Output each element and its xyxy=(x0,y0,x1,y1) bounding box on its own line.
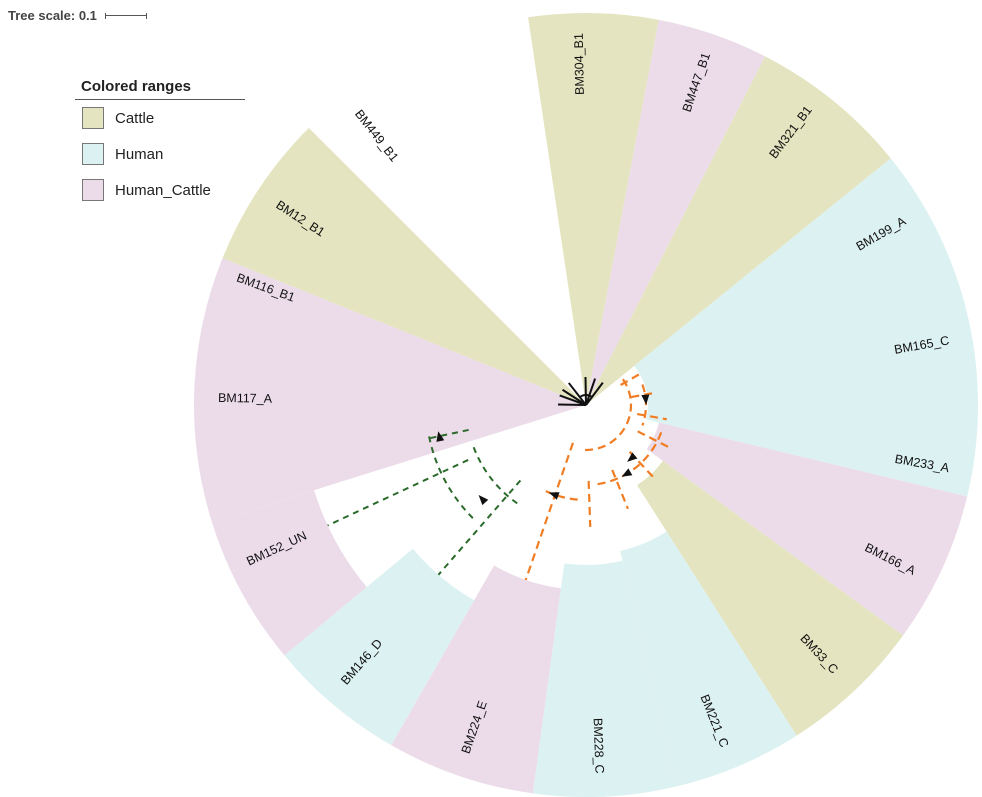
branch-arc xyxy=(581,378,633,452)
legend-label-human: Human xyxy=(115,145,164,163)
tree-scale: Tree scale: 0.1 xyxy=(8,8,147,23)
branch xyxy=(561,388,587,406)
range-wedge-human-cattle xyxy=(193,258,586,523)
range-wedge-human xyxy=(532,560,676,797)
branch xyxy=(620,373,641,386)
branch xyxy=(327,459,469,527)
leaf-label: BM228_C xyxy=(591,718,607,774)
range-wedge-cattle xyxy=(586,56,891,405)
range-wedge-human-cattle xyxy=(646,422,968,636)
legend-swatch-human xyxy=(82,143,104,165)
branch xyxy=(524,442,575,581)
branch-arc xyxy=(592,431,663,486)
branch-arc xyxy=(545,490,578,501)
node-marker xyxy=(627,452,638,462)
leaf-label: BM449_B1 xyxy=(352,107,401,164)
branch-arc xyxy=(578,394,594,399)
branch xyxy=(585,382,604,406)
tree-scale-label: Tree scale: 0.1 xyxy=(8,8,97,23)
branch xyxy=(637,430,669,448)
node-marker xyxy=(436,431,445,442)
branch xyxy=(559,394,587,406)
legend-swatch-human-cattle xyxy=(82,179,104,201)
legend: Colored ranges Cattle Human Human_Cattle xyxy=(75,72,245,208)
branch xyxy=(637,412,667,421)
legend-item-human: Human xyxy=(75,136,245,172)
branch xyxy=(631,391,658,399)
legend-swatch-cattle xyxy=(82,107,104,129)
branch xyxy=(429,428,469,440)
branch-arc xyxy=(427,432,474,519)
range-wedge-human-cattle xyxy=(391,565,561,794)
range-wedge-cattle xyxy=(528,13,659,405)
legend-item-human-cattle: Human_Cattle xyxy=(75,172,245,208)
node-marker xyxy=(478,494,489,506)
node-marker xyxy=(641,394,650,405)
legend-label-human-cattle: Human_Cattle xyxy=(115,181,211,199)
range-wedge-human xyxy=(284,548,475,746)
range-wedge-human-cattle xyxy=(586,19,766,405)
legend-item-cattle: Cattle xyxy=(75,100,245,136)
node-marker xyxy=(548,492,560,500)
legend-title: Colored ranges xyxy=(75,72,245,100)
branch-arc xyxy=(472,445,518,505)
node-marker xyxy=(621,468,633,477)
range-wedge-human xyxy=(620,531,797,787)
branch xyxy=(437,479,522,576)
leaf-label: BM117_A xyxy=(218,391,273,406)
branch xyxy=(585,378,597,406)
range-wedge-cattle xyxy=(222,127,586,405)
branch xyxy=(611,469,629,510)
branch-arc xyxy=(641,384,648,426)
range-wedge-cattle xyxy=(637,460,904,736)
branch xyxy=(587,480,592,527)
tree-scale-bar xyxy=(104,12,147,19)
leaf-label: BM304_B1 xyxy=(572,33,587,95)
range-wedge-human-cattle xyxy=(211,490,367,656)
branch xyxy=(567,382,587,406)
range-wedge-human xyxy=(634,158,978,497)
legend-label-cattle: Cattle xyxy=(115,109,155,127)
